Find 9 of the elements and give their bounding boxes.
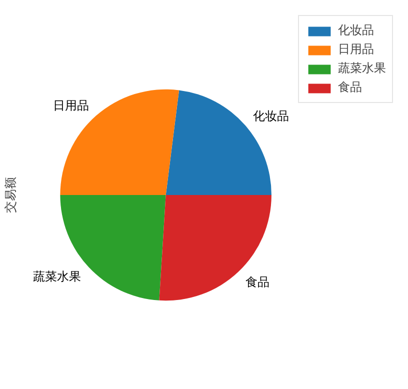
slice-label: 蔬菜水果 (33, 270, 82, 284)
legend-label: 日用品 (338, 41, 374, 58)
legend-label: 食品 (338, 79, 362, 96)
text: 交易额 (4, 177, 18, 213)
slice-label: 化妆品 (252, 109, 289, 124)
legend-label: 蔬菜水果 (338, 60, 386, 77)
slice-label: 食品 (245, 274, 270, 289)
slice-label: 日用品 (52, 98, 89, 113)
legend-label: 化妆品 (338, 22, 374, 39)
